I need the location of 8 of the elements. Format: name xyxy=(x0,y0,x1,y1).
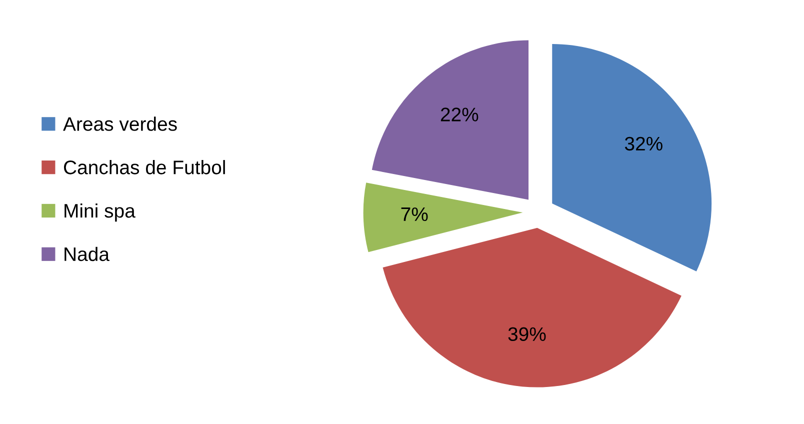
legend-label: Canchas de Futbol xyxy=(64,160,225,174)
legend-label: Nada xyxy=(64,246,110,262)
data-label: 22% xyxy=(440,108,478,122)
data-label: 39% xyxy=(508,327,546,342)
data-label: 7% xyxy=(401,207,428,222)
data-label: 32% xyxy=(624,136,662,151)
legend-label: Areas verdes xyxy=(63,116,177,131)
legend-label: Mini spa xyxy=(64,203,136,222)
